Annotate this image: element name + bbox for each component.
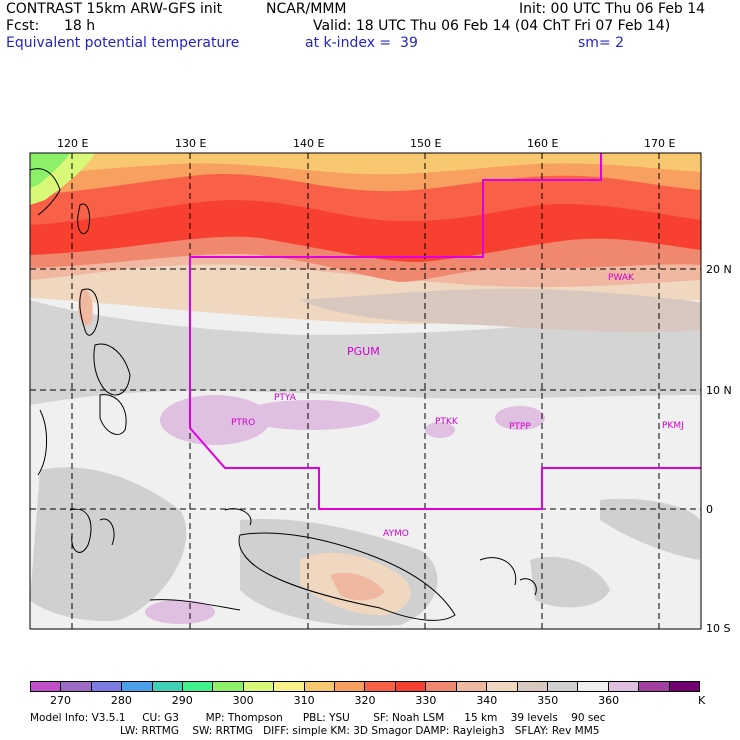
map-frame [29, 152, 702, 630]
colorbar-swatch [31, 682, 62, 691]
colorbar-tick-label: 320 [354, 694, 376, 707]
smoothing-label: sm= 2 [578, 35, 625, 51]
init-time: Init: 00 UTC Thu 06 Feb 14 [519, 1, 706, 17]
colorbar-swatch [274, 682, 305, 691]
colorbar-tick-label: 360 [598, 694, 620, 707]
colorbar-swatch [517, 682, 548, 691]
colorbar-swatch [152, 682, 184, 691]
station-pwak: PWAK [608, 273, 634, 283]
colorbar [30, 681, 700, 692]
lat-label-10s: 10 S [706, 622, 731, 635]
lon-label-170e: 170 E [644, 137, 676, 150]
colorbar-swatch [183, 682, 214, 691]
colorbar-swatch [639, 682, 670, 691]
colorbar-swatch [91, 682, 123, 691]
valid-time: Valid: 18 UTC Thu 06 Feb 14 (04 ChT Fri … [313, 18, 671, 34]
colorbar-swatch [243, 682, 275, 691]
colorbar-swatch [487, 682, 518, 691]
lon-label-120e: 120 E [57, 137, 89, 150]
lon-label-160e: 160 E [527, 137, 559, 150]
colorbar-unit: K [698, 694, 706, 707]
station-pgum: PGUM [347, 345, 380, 358]
station-ptro: PTRO [231, 418, 256, 428]
fir-boundary [189, 153, 701, 510]
lat-label-10n: 10 N [706, 384, 732, 397]
colorbar-tick-label: 280 [110, 694, 132, 707]
lon-label-150e: 150 E [410, 137, 442, 150]
model-info-line-1: Model Info: V3.5.1 CU: G3 MP: Thompson P… [30, 712, 606, 724]
colorbar-swatch [213, 682, 244, 691]
station-pkmj: PKMJ [662, 421, 684, 431]
colorbar-swatch [547, 682, 579, 691]
colorbar-swatch [608, 682, 640, 691]
station-ptpp: PTPP [509, 422, 531, 432]
k-index-label: at k-index = 39 [305, 35, 418, 51]
colorbar-tick-label: 310 [293, 694, 315, 707]
colorbar-swatch [61, 682, 92, 691]
colorbar-swatch [669, 682, 699, 691]
colorbar-tick-label: 290 [171, 694, 193, 707]
colorbar-swatch [122, 682, 153, 691]
colorbar-swatch [578, 682, 609, 691]
lon-label-130e: 130 E [175, 137, 207, 150]
colorbar-swatch [456, 682, 488, 691]
forecast-hour: 18 h [64, 18, 96, 34]
colorbar-tick-label: 330 [415, 694, 437, 707]
colorbar-swatch [365, 682, 396, 691]
colorbar-tick-label: 340 [476, 694, 498, 707]
station-aymo: AYMO [383, 529, 409, 539]
coastlines [30, 168, 537, 621]
colorbar-tick-label: 270 [49, 694, 71, 707]
model-info-line-2: LW: RRTMG SW: RRTMG DIFF: simple KM: 3D … [120, 725, 600, 737]
model-title: CONTRAST 15km ARW-GFS init [6, 1, 223, 17]
map-field-shading [30, 153, 701, 629]
lon-label-140e: 140 E [293, 137, 325, 150]
organization-label: NCAR/MMM [266, 1, 347, 17]
colorbar-tick-label: 350 [537, 694, 559, 707]
lat-label-20n: 20 N [706, 263, 732, 276]
station-ptya: PTYA [274, 393, 296, 403]
colorbar-swatch [426, 682, 457, 691]
colorbar-swatch [335, 682, 366, 691]
forecast-label: Fcst: [6, 18, 40, 34]
colorbar-tick-label: 300 [232, 694, 254, 707]
field-name: Equivalent potential temperature [6, 35, 240, 51]
lat-label-0: 0 [706, 503, 713, 516]
station-ptkk: PTKK [435, 417, 458, 427]
colorbar-swatch [395, 682, 427, 691]
colorbar-swatch [304, 682, 336, 691]
